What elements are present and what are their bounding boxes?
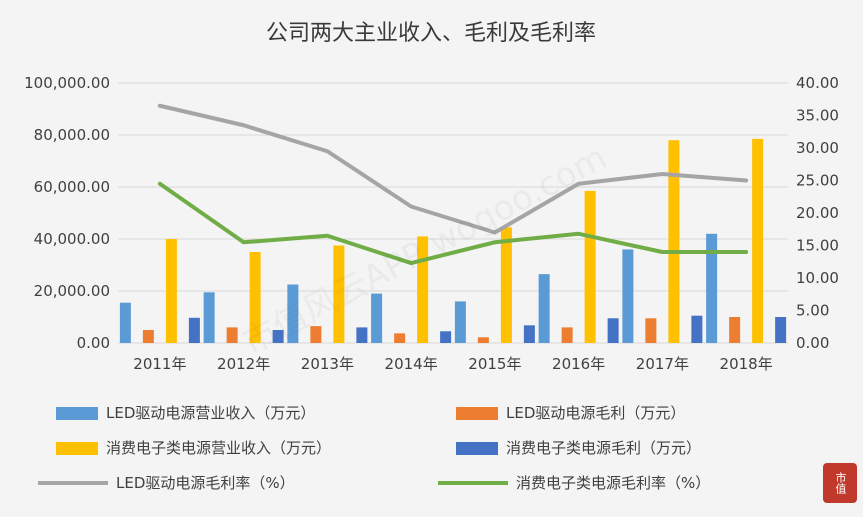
left-axis-ticks: 0.00 20,000.00 40,000.00 60,000.00 80,000.00… [24, 74, 110, 352]
legend-label: LED驱动电源毛利率（%） [116, 474, 295, 492]
left-tick-label: 0.00 [77, 334, 110, 352]
logo-stamp: 市值 [823, 463, 857, 503]
series-line [157, 103, 749, 235]
bar [165, 239, 177, 343]
legend-label: LED驱动电源营业收入（万元） [106, 404, 315, 422]
right-tick-label: 10.00 [796, 269, 839, 287]
bar [706, 233, 718, 343]
bar [622, 249, 634, 343]
left-tick-label: 20,000.00 [34, 282, 110, 300]
bar [584, 190, 596, 343]
legend: LED驱动电源营业收入（万元） LED驱动电源毛利（万元） 消费电子类电源营业收入（… [38, 404, 710, 492]
bar [119, 302, 131, 343]
bar [607, 318, 619, 343]
legend-swatch [456, 442, 498, 455]
bar [249, 252, 261, 343]
bar [272, 330, 284, 343]
legend-label: 消费电子类电源营业收入（万元） [106, 439, 331, 457]
bar [417, 236, 429, 343]
bars-group [119, 138, 787, 343]
left-tick-label: 40,000.00 [34, 230, 110, 248]
right-tick-label: 15.00 [796, 237, 839, 255]
bar [203, 292, 215, 343]
bar [645, 318, 657, 343]
left-tick-label: 60,000.00 [34, 178, 110, 196]
left-tick-label: 100,000.00 [24, 74, 110, 92]
legend-swatch [56, 407, 98, 420]
right-tick-label: 35.00 [796, 107, 839, 125]
legend-label: LED驱动电源毛利（万元） [506, 404, 685, 422]
bar [142, 330, 154, 343]
chart-title: 公司两大主业收入、毛利及毛利率 [266, 21, 596, 46]
series-line [157, 181, 749, 266]
bar [188, 317, 200, 343]
legend-swatch [56, 442, 98, 455]
right-tick-label: 30.00 [796, 139, 839, 157]
bar [310, 326, 322, 343]
x-tick-label: 2017年 [636, 355, 689, 373]
x-tick-label: 2011年 [133, 355, 186, 373]
right-tick-label: 0.00 [796, 334, 829, 352]
right-tick-label: 5.00 [796, 302, 829, 320]
x-tick-label: 2014年 [385, 355, 438, 373]
legend-label: 消费电子类电源毛利（万元） [506, 439, 701, 457]
bar [668, 140, 680, 343]
bar [287, 284, 299, 343]
lines-group [157, 103, 749, 266]
bar [691, 315, 703, 343]
bar [333, 245, 345, 343]
bar [226, 327, 238, 343]
bar [477, 337, 489, 343]
bar [371, 293, 383, 343]
bar [440, 331, 452, 343]
right-tick-label: 20.00 [796, 204, 839, 222]
x-axis-ticks: 2011年 2012年 2013年 2014年 2015年 2016年 2017年 2018年 [133, 355, 772, 373]
right-tick-label: 40.00 [796, 74, 839, 92]
bar [752, 138, 764, 343]
bar [523, 325, 535, 343]
x-tick-label: 2016年 [552, 355, 605, 373]
bar [454, 301, 466, 343]
right-axis-ticks: 0.00 5.00 10.00 15.00 20.00 25.00 30.00 35.00 40… [796, 74, 839, 352]
bar [561, 327, 573, 343]
x-tick-label: 2012年 [217, 355, 270, 373]
bar [775, 317, 787, 343]
x-tick-label: 2015年 [468, 355, 521, 373]
x-tick-label: 2013年 [301, 355, 354, 373]
bar [394, 333, 406, 343]
legend-swatch [456, 407, 498, 420]
bar [356, 327, 368, 343]
left-tick-label: 80,000.00 [34, 126, 110, 144]
legend-label: 消费电子类电源毛利率（%） [516, 474, 710, 492]
bar [538, 274, 550, 343]
x-tick-label: 2018年 [720, 355, 773, 373]
right-tick-label: 25.00 [796, 172, 839, 190]
bar [729, 317, 741, 343]
bar [500, 227, 512, 343]
